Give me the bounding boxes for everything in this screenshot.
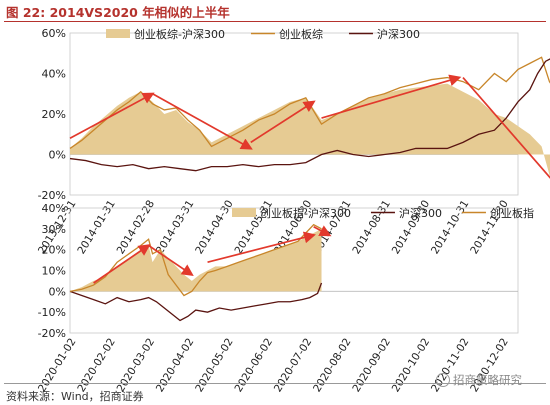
y-tick-label: 30% xyxy=(42,223,66,236)
x-tick-label: 2020-07-02 xyxy=(272,336,315,394)
y-tick-label: -20% xyxy=(38,189,66,202)
x-tick-label: 2020-09-02 xyxy=(350,336,393,394)
wechat-icon xyxy=(436,373,450,387)
plot-frame xyxy=(69,207,519,334)
x-tick-label: 2020-04-02 xyxy=(154,336,197,394)
x-tick-label: 2020-03-02 xyxy=(115,336,158,394)
footer-divider xyxy=(4,383,546,384)
x-tick-label: 2014-04-30 xyxy=(193,198,236,256)
x-tick-label: 2020-01-02 xyxy=(36,336,79,394)
x-tick-label: 2020-02-02 xyxy=(75,336,118,394)
x-tick-label: 2020-05-02 xyxy=(193,336,236,394)
plot-frame xyxy=(69,32,519,196)
x-tick-label: 2014-01-31 xyxy=(75,198,118,256)
x-tick-label: 2014-03-31 xyxy=(154,198,197,256)
y-tick-label: -20% xyxy=(38,327,66,340)
series-line-2 xyxy=(69,223,322,297)
source-note: 资料来源：Wind，招商证券 xyxy=(6,390,144,403)
x-tick-label: 2020-06-02 xyxy=(233,336,276,394)
legend-label: 沪深300 xyxy=(377,27,420,41)
y-tick-label: 40% xyxy=(42,202,66,215)
y-tick-label: 20% xyxy=(42,108,66,121)
trend-arrow xyxy=(250,100,316,144)
trend-arrow xyxy=(93,244,151,284)
trend-arrow xyxy=(152,93,253,150)
legend-label: 沪深300 xyxy=(399,206,442,220)
trend-arrow xyxy=(69,92,155,140)
series-line-1 xyxy=(69,282,323,322)
y-tick-label: 60% xyxy=(42,27,66,40)
watermark: 招商策略研究 xyxy=(436,372,522,388)
legend-swatch-area xyxy=(232,208,256,217)
legend-label: 创业板指-沪深300 xyxy=(260,206,351,220)
legend-label: 创业板指 xyxy=(490,206,534,220)
y-tick-label: 20% xyxy=(42,244,66,257)
legend-label: 创业板综 xyxy=(279,27,323,41)
x-tick-label: 2014-08-31 xyxy=(350,198,393,256)
trend-arrow xyxy=(148,244,194,276)
y-tick-label: -10% xyxy=(38,306,66,319)
x-tick-label: 2020-08-02 xyxy=(311,336,354,394)
trend-arrow xyxy=(462,76,550,179)
trend-arrow xyxy=(207,231,316,263)
y-tick-label: 0% xyxy=(49,149,66,162)
series-area-0 xyxy=(70,83,550,176)
legend-swatch-area xyxy=(106,29,130,38)
legend-label: 创业板综-沪深300 xyxy=(134,27,225,41)
series-line-2 xyxy=(69,58,550,172)
figure-title: 图 22: 2014VS2020 年相似的上半年 xyxy=(6,5,230,20)
y-tick-label: 10% xyxy=(42,265,66,278)
series-area-0 xyxy=(70,228,322,292)
y-tick-label: 0% xyxy=(49,285,66,298)
y-tick-label: 40% xyxy=(42,68,66,81)
title-divider xyxy=(4,21,546,22)
x-tick-label: 2020-10-02 xyxy=(390,336,433,394)
chart-panel-2014: 60%40%20%0%-20%2013-12-312014-01-312014-… xyxy=(36,27,550,256)
trend-arrow xyxy=(313,225,332,237)
trend-arrow xyxy=(321,74,462,119)
watermark-text: 招商策略研究 xyxy=(453,373,522,387)
